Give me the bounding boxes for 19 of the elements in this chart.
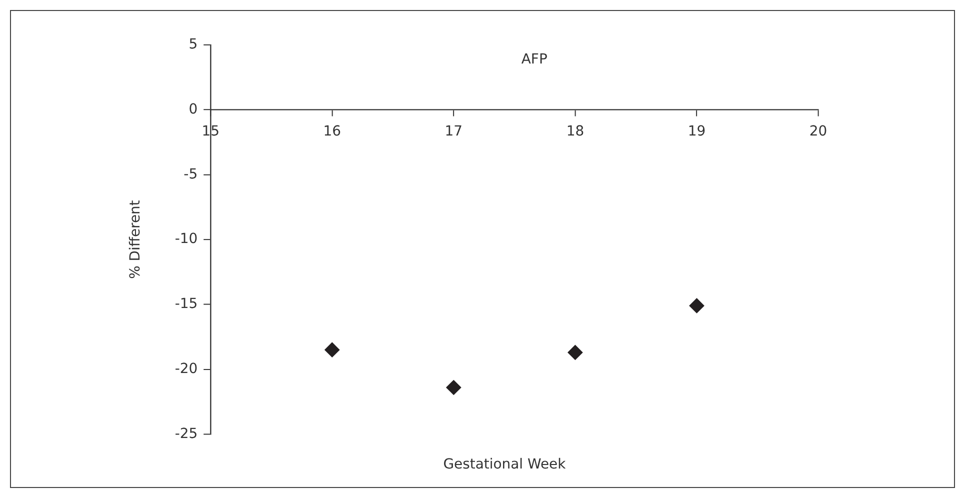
y-tick-label: -20 — [174, 360, 198, 377]
point — [689, 298, 704, 314]
point — [568, 344, 583, 360]
x-tick-label: 16 — [323, 124, 342, 140]
y-tick-label: -15 — [174, 296, 198, 312]
y-tick-label: -5 — [184, 166, 198, 182]
y-tick-label: 5 — [188, 36, 198, 52]
x-tick-label: 20 — [809, 124, 828, 140]
x-tick-label: 19 — [688, 124, 706, 140]
point — [324, 342, 340, 358]
x-tick-label: 17 — [444, 124, 463, 140]
text: AFP — [521, 51, 548, 68]
y-tick-label: -25 — [174, 426, 198, 442]
y-tick-label: 0 — [188, 101, 198, 118]
x-axis-title: Gestational Week — [443, 456, 567, 473]
y-axis-title: % Different — [127, 200, 144, 279]
point — [446, 380, 462, 395]
x-tick-label: 18 — [566, 124, 584, 140]
y-tick-label: -10 — [174, 231, 198, 248]
